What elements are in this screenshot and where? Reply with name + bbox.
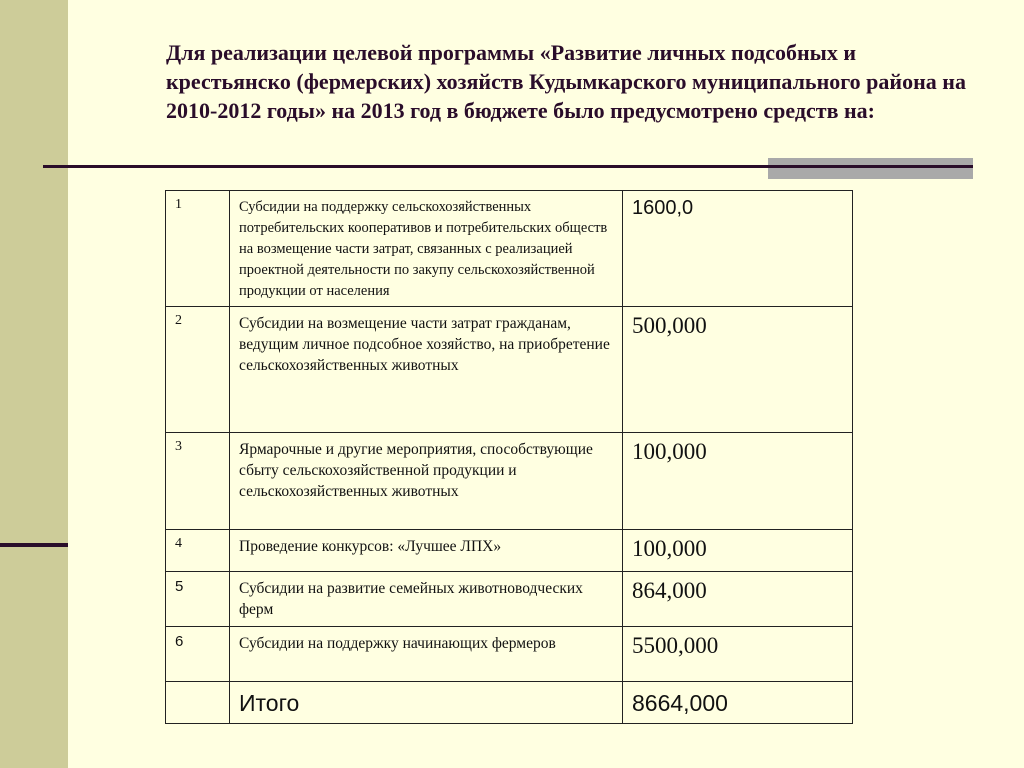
row-description: Субсидии на развитие семейных животновод… — [229, 571, 623, 627]
row-number: 1 — [165, 190, 230, 307]
decor-gray-rect — [768, 158, 973, 179]
row-description: Субсидии на поддержку начинающих фермеро… — [229, 626, 623, 682]
table-row: 5 Субсидии на развитие семейных животнов… — [165, 571, 853, 627]
table-row: 6 Субсидии на поддержку начинающих ферме… — [165, 626, 853, 682]
total-number-cell — [165, 681, 230, 724]
row-number: 2 — [165, 306, 230, 433]
row-value: 500,000 — [622, 306, 853, 433]
row-description: Субсидии на возмещение части затрат граж… — [229, 306, 623, 433]
total-label: Итого — [229, 681, 623, 724]
row-description: Ярмарочные и другие мероприятия, способс… — [229, 432, 623, 530]
title-divider — [43, 165, 973, 168]
table-row: 2 Субсидии на возмещение части затрат гр… — [165, 306, 853, 433]
row-value: 5500,000 — [622, 626, 853, 682]
row-value: 100,000 — [622, 529, 853, 572]
table-row: 4 Проведение конкурсов: «Лучшее ЛПХ» 100… — [165, 529, 853, 572]
row-description: Субсидии на поддержку сельскохозяйственн… — [229, 190, 623, 307]
total-row: Итого 8664,000 — [165, 681, 853, 724]
row-number: 5 — [165, 571, 230, 627]
table-row: 1 Субсидии на поддержку сельскохозяйстве… — [165, 190, 853, 307]
row-number: 4 — [165, 529, 230, 572]
row-number: 3 — [165, 432, 230, 530]
table-row: 3 Ярмарочные и другие мероприятия, спосо… — [165, 432, 853, 530]
budget-table: 1 Субсидии на поддержку сельскохозяйстве… — [165, 190, 853, 724]
total-value: 8664,000 — [622, 681, 853, 724]
slide-title: Для реализации целевой программы «Развит… — [166, 40, 966, 123]
row-value: 864,000 — [622, 571, 853, 627]
left-decor-line — [0, 543, 68, 547]
row-value: 100,000 — [622, 432, 853, 530]
row-value: 1600,0 — [622, 190, 853, 307]
left-decor-bar — [0, 0, 68, 768]
row-number: 6 — [165, 626, 230, 682]
row-description: Проведение конкурсов: «Лучшее ЛПХ» — [229, 529, 623, 572]
